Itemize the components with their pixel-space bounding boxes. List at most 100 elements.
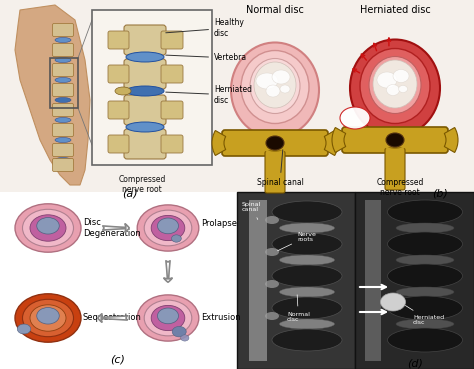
- Ellipse shape: [350, 39, 440, 137]
- Ellipse shape: [369, 56, 421, 114]
- FancyBboxPatch shape: [222, 130, 328, 156]
- Ellipse shape: [241, 51, 309, 124]
- FancyBboxPatch shape: [124, 59, 166, 89]
- Wedge shape: [444, 128, 458, 152]
- FancyBboxPatch shape: [161, 135, 183, 153]
- Text: Spinal
canal: Spinal canal: [242, 201, 261, 220]
- FancyBboxPatch shape: [237, 192, 355, 369]
- Wedge shape: [212, 131, 226, 155]
- Text: Extrusion: Extrusion: [201, 314, 241, 323]
- Ellipse shape: [388, 200, 463, 224]
- Ellipse shape: [360, 48, 430, 124]
- Ellipse shape: [272, 265, 342, 287]
- Text: Herniated
disc: Herniated disc: [405, 306, 444, 325]
- FancyBboxPatch shape: [108, 31, 129, 49]
- Ellipse shape: [265, 248, 279, 256]
- Ellipse shape: [266, 136, 284, 150]
- Ellipse shape: [265, 312, 279, 320]
- Wedge shape: [324, 131, 338, 155]
- Text: Vertebra: Vertebra: [166, 54, 247, 62]
- Ellipse shape: [30, 215, 66, 241]
- Ellipse shape: [144, 210, 192, 246]
- Ellipse shape: [15, 204, 81, 252]
- FancyBboxPatch shape: [265, 151, 285, 193]
- Ellipse shape: [30, 305, 66, 331]
- Ellipse shape: [388, 264, 463, 288]
- Wedge shape: [332, 128, 346, 152]
- FancyBboxPatch shape: [161, 65, 183, 83]
- Ellipse shape: [151, 306, 185, 331]
- Ellipse shape: [272, 233, 342, 255]
- Ellipse shape: [272, 201, 342, 223]
- Ellipse shape: [280, 255, 335, 265]
- FancyBboxPatch shape: [342, 127, 448, 153]
- FancyBboxPatch shape: [53, 63, 73, 76]
- FancyBboxPatch shape: [53, 44, 73, 56]
- Ellipse shape: [386, 133, 404, 147]
- Ellipse shape: [55, 117, 71, 123]
- Ellipse shape: [377, 72, 397, 88]
- Ellipse shape: [126, 52, 164, 62]
- Text: Nerve
roots: Nerve roots: [277, 232, 316, 251]
- Ellipse shape: [272, 70, 290, 84]
- Text: Spinal canal: Spinal canal: [256, 150, 303, 187]
- Ellipse shape: [55, 138, 71, 142]
- Ellipse shape: [396, 287, 454, 297]
- Ellipse shape: [157, 308, 179, 324]
- Ellipse shape: [55, 58, 71, 62]
- Ellipse shape: [388, 232, 463, 256]
- Ellipse shape: [388, 296, 463, 320]
- Ellipse shape: [265, 216, 279, 224]
- Text: (d): (d): [407, 359, 423, 369]
- Ellipse shape: [254, 62, 296, 108]
- Polygon shape: [15, 5, 90, 185]
- Ellipse shape: [151, 215, 185, 241]
- Text: (a): (a): [122, 188, 138, 198]
- FancyBboxPatch shape: [124, 95, 166, 125]
- Ellipse shape: [388, 328, 463, 352]
- FancyBboxPatch shape: [0, 192, 237, 369]
- Ellipse shape: [55, 158, 71, 162]
- Ellipse shape: [250, 59, 300, 114]
- Bar: [50, 58, 78, 108]
- Ellipse shape: [17, 324, 31, 334]
- Ellipse shape: [126, 86, 164, 96]
- FancyBboxPatch shape: [124, 25, 166, 55]
- FancyBboxPatch shape: [108, 135, 129, 153]
- Ellipse shape: [396, 223, 454, 233]
- Ellipse shape: [172, 235, 181, 242]
- Text: Herniated
disc: Herniated disc: [166, 85, 252, 105]
- Ellipse shape: [37, 218, 59, 234]
- Text: Disc
Degeneration: Disc Degeneration: [83, 218, 141, 238]
- Ellipse shape: [55, 97, 71, 103]
- Ellipse shape: [280, 223, 335, 233]
- Ellipse shape: [172, 327, 186, 337]
- Text: Herniated disc: Herniated disc: [360, 5, 430, 15]
- Ellipse shape: [37, 307, 59, 324]
- Ellipse shape: [55, 38, 71, 42]
- FancyBboxPatch shape: [108, 65, 129, 83]
- FancyBboxPatch shape: [161, 31, 183, 49]
- Ellipse shape: [157, 218, 179, 234]
- Ellipse shape: [126, 122, 164, 132]
- Ellipse shape: [137, 295, 199, 341]
- FancyBboxPatch shape: [53, 144, 73, 156]
- FancyBboxPatch shape: [53, 159, 73, 172]
- FancyBboxPatch shape: [53, 124, 73, 137]
- FancyBboxPatch shape: [53, 103, 73, 117]
- Ellipse shape: [266, 85, 280, 97]
- Ellipse shape: [386, 85, 400, 96]
- FancyBboxPatch shape: [365, 200, 381, 361]
- Text: Prolapse: Prolapse: [201, 218, 237, 228]
- FancyBboxPatch shape: [124, 129, 166, 159]
- Ellipse shape: [340, 107, 370, 129]
- Text: (b): (b): [432, 188, 448, 198]
- FancyBboxPatch shape: [53, 83, 73, 97]
- FancyBboxPatch shape: [161, 101, 183, 119]
- Ellipse shape: [144, 300, 192, 336]
- Ellipse shape: [373, 60, 417, 108]
- FancyBboxPatch shape: [53, 24, 73, 37]
- Ellipse shape: [396, 255, 454, 265]
- FancyBboxPatch shape: [355, 192, 474, 369]
- Ellipse shape: [399, 86, 408, 93]
